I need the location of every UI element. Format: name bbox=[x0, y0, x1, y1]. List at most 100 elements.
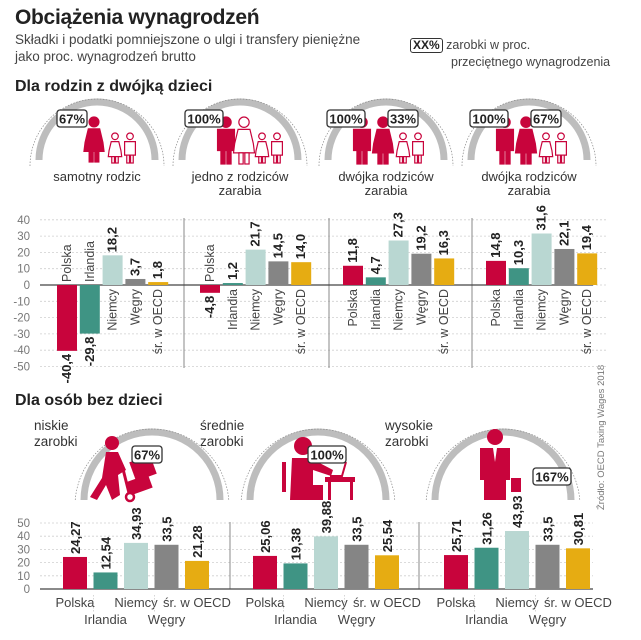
y-tick-label: 0 bbox=[24, 280, 30, 292]
mother-not-working-icon bbox=[232, 116, 256, 165]
y-tick-label: 30 bbox=[17, 544, 30, 556]
category-label: Irlandia bbox=[83, 241, 97, 282]
leg bbox=[499, 149, 505, 165]
girl-icon bbox=[538, 132, 554, 164]
chair-back bbox=[282, 462, 286, 492]
value-label: 14,0 bbox=[293, 234, 308, 259]
earnings-badge: 100% bbox=[187, 112, 221, 127]
bar-Niemcy bbox=[531, 233, 552, 285]
value-label: 16,3 bbox=[436, 230, 451, 255]
head bbox=[542, 132, 550, 141]
y-tick-label: 0 bbox=[24, 584, 30, 596]
category-label: Irlandia bbox=[369, 289, 383, 330]
bar-śr. w OECD bbox=[185, 560, 209, 589]
panel-arc-dotted bbox=[461, 98, 597, 167]
earnings-badge: 67% bbox=[134, 448, 160, 463]
mother-working-icon bbox=[371, 116, 395, 165]
category-label: Niemcy bbox=[114, 595, 158, 610]
torso bbox=[538, 141, 554, 158]
category-label: śr. w OECD bbox=[151, 289, 165, 354]
head bbox=[273, 132, 281, 141]
value-label: -29,8 bbox=[82, 337, 97, 367]
bar-Węgry bbox=[411, 253, 432, 285]
value-label: 31,6 bbox=[534, 205, 549, 230]
arc-group bbox=[29, 98, 165, 167]
category-label: Węgry bbox=[271, 288, 285, 325]
bar-Węgry bbox=[154, 544, 179, 589]
earnings-badge-second-frame bbox=[387, 109, 419, 128]
subtitle-line-2: jako proc. wynagrodzeń brutto bbox=[15, 49, 196, 64]
value-label: 30,81 bbox=[571, 513, 586, 546]
torso bbox=[271, 141, 283, 156]
value-label: 33,5 bbox=[160, 516, 175, 541]
earnings-badge-first: 100% bbox=[472, 112, 506, 127]
category-label: Polska bbox=[489, 289, 503, 327]
head bbox=[557, 132, 565, 141]
panel-arc-dotted bbox=[29, 98, 165, 167]
category-label: śr. w OECD bbox=[544, 595, 612, 610]
bar-śr. w OECD bbox=[434, 258, 455, 285]
leg bbox=[362, 149, 368, 165]
bar-Węgry bbox=[535, 544, 560, 589]
value-label: 24,27 bbox=[68, 521, 83, 554]
bar-śr. w OECD bbox=[577, 253, 598, 285]
panel-label: niskie bbox=[34, 418, 69, 433]
value-label: 33,5 bbox=[350, 516, 365, 541]
value-label: 14,8 bbox=[488, 233, 503, 258]
earnings-badge-first: 100% bbox=[329, 112, 363, 127]
legend-line-2: przeciętnego wynagrodzenia bbox=[451, 55, 611, 69]
category-label: śr. w OECD bbox=[294, 289, 308, 354]
bar-śr. w OECD bbox=[566, 548, 590, 589]
box bbox=[125, 474, 153, 496]
torso bbox=[555, 141, 567, 156]
mother-icon bbox=[83, 116, 105, 163]
infographic-subtitle: Składki i podatki pomniejszone o ulgi i … bbox=[15, 31, 375, 65]
bar-Irlandia bbox=[283, 563, 308, 589]
value-label: 43,93 bbox=[510, 495, 525, 528]
value-label: 25,54 bbox=[380, 519, 395, 552]
leg bbox=[417, 154, 422, 164]
panel-label: zarobki bbox=[385, 434, 429, 449]
panel-label: zarobki bbox=[200, 434, 244, 449]
torso bbox=[412, 141, 424, 156]
leg bbox=[88, 150, 94, 163]
y-tick-label: 50 bbox=[17, 518, 30, 530]
bar-Niemcy bbox=[124, 542, 148, 589]
y-tick-label: -30 bbox=[13, 329, 30, 341]
earnings-badge-frame bbox=[56, 109, 88, 128]
leg bbox=[94, 150, 100, 163]
panel-arc-dotted bbox=[425, 428, 581, 500]
category-label: Polska bbox=[245, 595, 285, 610]
laptop bbox=[330, 461, 347, 477]
bar-Irlandia bbox=[93, 572, 118, 589]
girl-icon bbox=[107, 132, 123, 164]
y-tick-label: 10 bbox=[17, 264, 30, 276]
desk-leg bbox=[328, 482, 331, 500]
leg bbox=[402, 156, 407, 164]
earnings-badge-frame bbox=[532, 467, 572, 486]
boy-icon bbox=[412, 132, 424, 164]
value-label: 25,71 bbox=[449, 520, 464, 553]
y-tick-label: 30 bbox=[17, 231, 30, 243]
earnings-badge: 100% bbox=[310, 448, 344, 463]
category-label: śr. w OECD bbox=[353, 595, 421, 610]
legend-percent-box: XX% bbox=[410, 38, 443, 53]
head bbox=[238, 116, 250, 128]
torso bbox=[371, 128, 395, 154]
bar-Niemcy bbox=[245, 249, 266, 285]
y-tick-label: -40 bbox=[13, 345, 30, 357]
y-tick-label: 40 bbox=[17, 215, 30, 227]
briefcase bbox=[511, 478, 521, 492]
category-label: Węgry bbox=[529, 612, 567, 627]
panel-label: jedno z rodziców bbox=[191, 169, 289, 184]
leg bbox=[526, 152, 532, 165]
earnings-badge-frame bbox=[307, 445, 347, 464]
percent-legend: XX% zarobki w proc. przeciętnego wynagro… bbox=[410, 37, 610, 71]
leg bbox=[414, 154, 419, 164]
value-label: 27,3 bbox=[391, 212, 406, 237]
leg bbox=[226, 149, 232, 165]
earnings-badge-frame bbox=[131, 445, 163, 464]
leg bbox=[399, 156, 404, 164]
value-label: 11,8 bbox=[345, 238, 360, 263]
